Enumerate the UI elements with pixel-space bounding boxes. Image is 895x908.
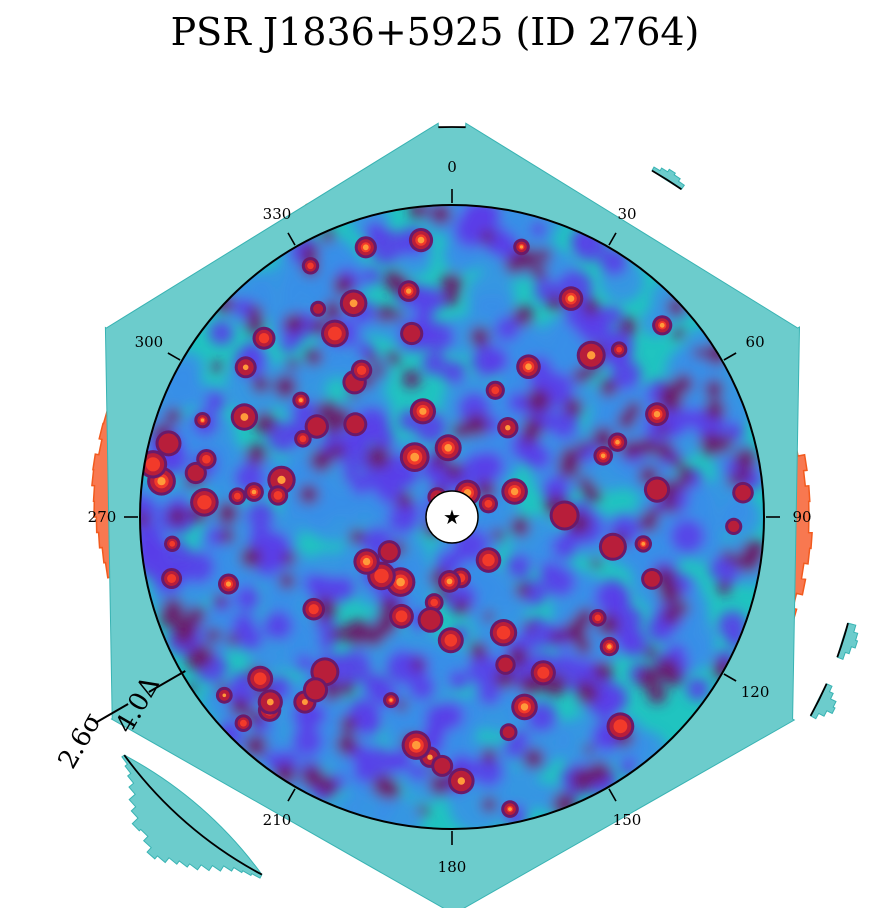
teal-wedge: [121, 754, 263, 879]
star-icon: ★: [443, 505, 461, 529]
angle-tick: 60: [723, 333, 765, 361]
disc-border: [139, 204, 765, 830]
teal-wedge-base: [123, 754, 263, 876]
scale-label-sigma: 2.6σ: [53, 708, 109, 774]
angle-ticks: 0 330 300 270 210 180 150 120 90 60 30: [88, 158, 812, 876]
scale-tick-2: [94, 703, 129, 724]
teal-wedge: [836, 622, 859, 660]
heatmap-hotspots: [140, 228, 754, 818]
teal-wedge: [651, 166, 686, 190]
angle-tick-label: 30: [617, 205, 636, 223]
teal-wedge-base: [836, 622, 849, 658]
angle-tick: 120: [723, 673, 770, 701]
chart-title: PSR J1836+5925 (ID 2764): [170, 10, 700, 54]
angle-tick-label: 210: [263, 811, 292, 829]
center-marker: ★: [425, 490, 479, 544]
angle-tick-label: 0: [447, 158, 457, 176]
angle-tick: 180: [438, 831, 467, 876]
angle-tick-label: 330: [263, 205, 292, 223]
angle-tick: 330: [263, 205, 296, 246]
angle-tick: 90: [766, 508, 812, 526]
angle-tick-label: 120: [741, 683, 770, 701]
angle-tick: 30: [608, 205, 637, 246]
angle-tick-label: 60: [746, 333, 765, 351]
teal-wedge-base: [651, 169, 682, 191]
angle-tick-label: 270: [88, 508, 117, 526]
angle-tick: 270: [88, 508, 138, 526]
angle-tick: 210: [263, 788, 296, 829]
angle-tick: 300: [135, 333, 181, 361]
teal-wedge-base: [809, 683, 828, 717]
angle-tick-label: 300: [135, 333, 164, 351]
angle-tick-label: 180: [438, 858, 467, 876]
angle-tick: 0: [447, 158, 457, 203]
angle-tick: 150: [608, 788, 642, 829]
angle-tick-label: 90: [792, 508, 811, 526]
angle-tick-label: 150: [613, 811, 642, 829]
scale-tick-1: [148, 670, 186, 693]
heatmap-disc: [140, 205, 764, 829]
